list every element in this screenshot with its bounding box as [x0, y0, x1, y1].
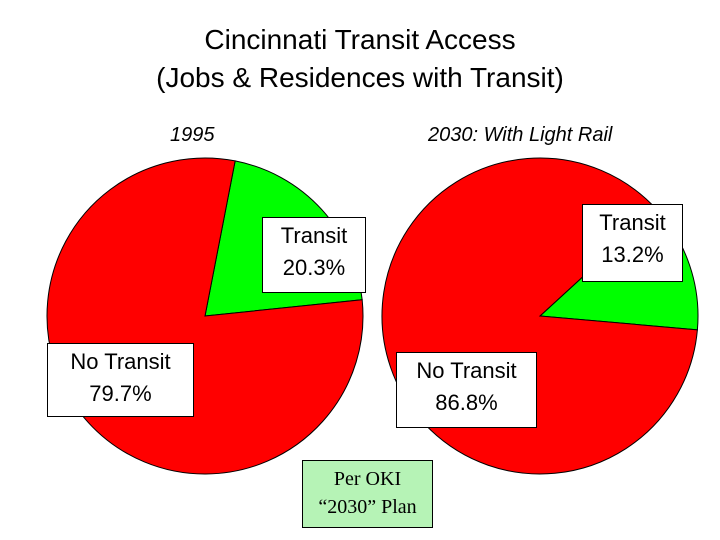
source-note: Per OKI “2030” Plan [302, 460, 433, 528]
pie-1995-transit-value: 20.3% [282, 255, 346, 280]
pie-2030-no-transit-callout: No Transit 86.8% [396, 352, 537, 428]
pie-1995-no-transit-name: No Transit [70, 349, 171, 374]
pie-2030-transit-name: Transit [599, 210, 666, 235]
chart-subtitle: (Jobs & Residences with Transit) [156, 62, 564, 93]
pie-2030-transit-value: 13.2% [601, 242, 664, 267]
pie-2030-no-transit-value: 86.8% [435, 390, 498, 415]
pie-2030-label: 2030: With Light Rail [428, 124, 613, 146]
chart-title: Cincinnati Transit Access [204, 24, 516, 55]
source-note-line2: “2030” Plan [318, 496, 417, 518]
pie-2030-transit-callout: Transit 13.2% [582, 204, 683, 282]
source-note-line1: Per OKI [333, 468, 402, 490]
pie-1995-no-transit-callout: No Transit 79.7% [47, 343, 194, 417]
pie-2030-no-transit-name: No Transit [416, 358, 517, 383]
pie-1995-no-transit-value: 79.7% [89, 381, 152, 406]
pie-1995-transit-name: Transit [280, 223, 348, 248]
pie-1995-transit-callout: Transit 20.3% [262, 217, 366, 293]
pie-1995-label: 1995 [170, 124, 215, 146]
